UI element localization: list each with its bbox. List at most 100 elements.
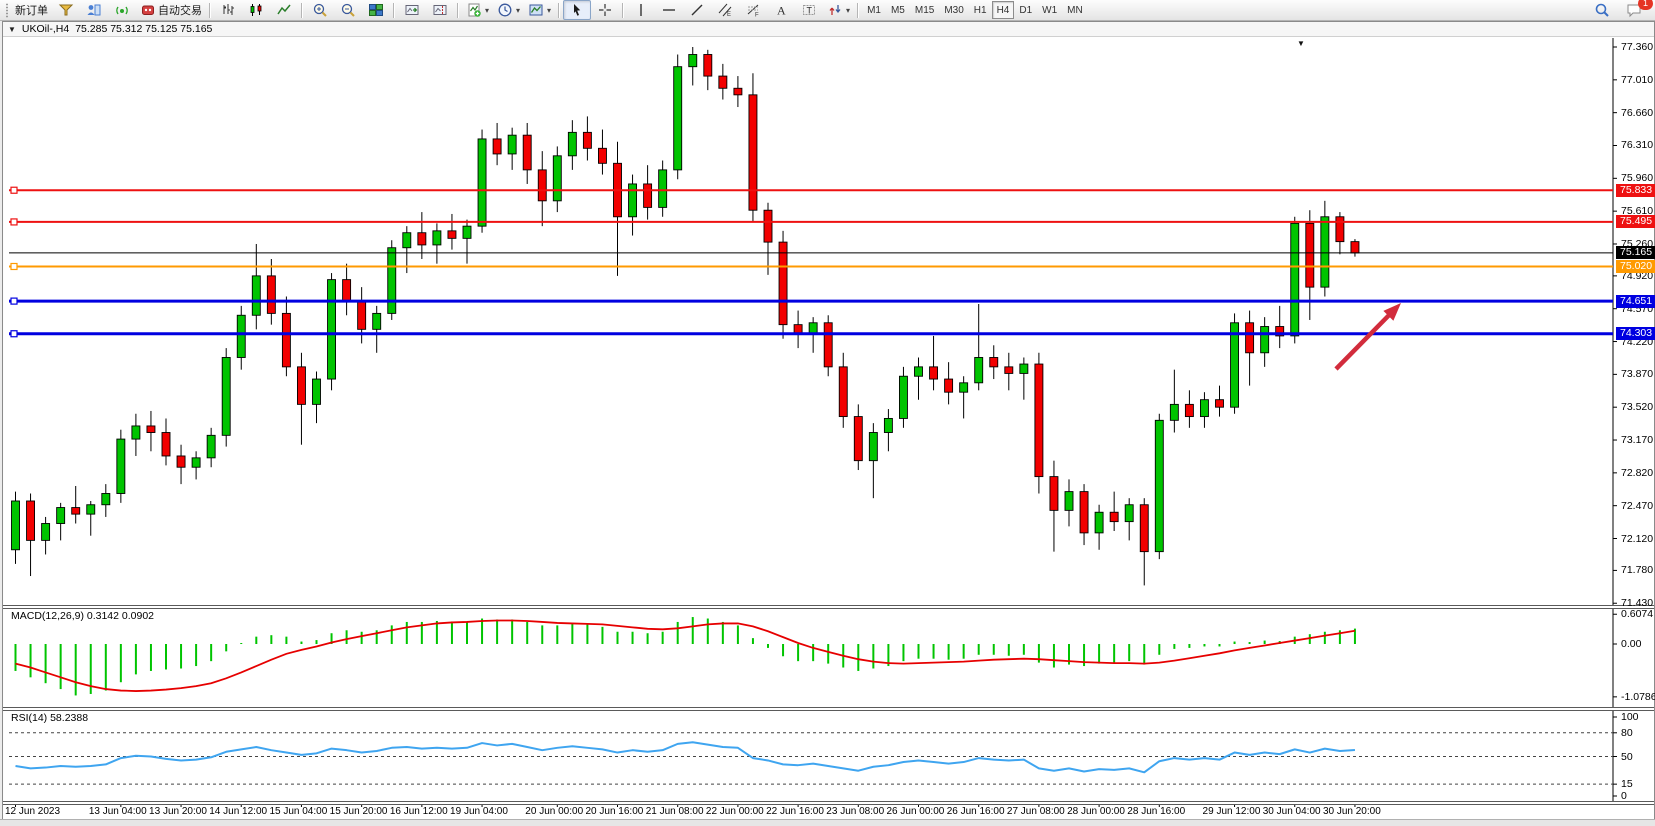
bar-chart-button[interactable]	[214, 0, 242, 20]
time-axis-label: 21 Jun 08:00	[645, 806, 704, 817]
vline-icon	[640, 4, 642, 16]
hline-anchor-handle[interactable]	[10, 218, 18, 226]
new-order-button[interactable]: 新订单	[11, 0, 52, 20]
chart-shift-button[interactable]	[426, 0, 454, 20]
hline-anchor-handle[interactable]	[10, 186, 18, 194]
zoom-in-button[interactable]	[306, 0, 334, 20]
price-tick-label: 71.430	[1621, 597, 1654, 610]
toolbar-separator	[622, 2, 625, 18]
price-tick-label: 71.780	[1621, 564, 1654, 577]
signals-button[interactable]	[108, 0, 136, 20]
tile-windows-button[interactable]	[362, 0, 390, 20]
hline-anchor-handle[interactable]	[10, 330, 18, 338]
price-tag-75.165: 75.165	[1616, 246, 1655, 260]
chart-title-bar: ▼ UKOil-,H4 75.285 75.312 75.125 75.165	[3, 22, 1654, 37]
crosshair-icon	[599, 4, 612, 16]
timeframe-button-m15[interactable]: M15	[914, 4, 935, 16]
macd-scale-label: 0.00	[1621, 638, 1642, 650]
hline-button[interactable]	[655, 0, 683, 20]
time-axis-label: 27 Jun 08:00	[1006, 806, 1065, 817]
pane-separator[interactable]	[3, 801, 1654, 805]
macd-scale-label: -1.0786	[1621, 690, 1655, 703]
candles-layer	[11, 47, 1360, 586]
price-tick-label: 73.170	[1621, 434, 1654, 447]
search-button[interactable]	[1588, 0, 1616, 20]
symbol-dropdown-icon[interactable]: ▼	[8, 24, 16, 34]
pane-separator[interactable]	[3, 605, 1654, 609]
price-tick-label: 73.870	[1621, 368, 1654, 381]
tile-icon	[369, 4, 383, 16]
price-tag-75.495: 75.495	[1616, 215, 1655, 229]
arrows-button[interactable]: ▾	[823, 0, 854, 20]
price-tick-label: 76.660	[1621, 106, 1654, 119]
timeframe-button-mn[interactable]: MN	[1067, 4, 1083, 16]
rsi-scale-label: 100	[1621, 711, 1639, 723]
search-icon	[1595, 3, 1609, 17]
toolbar-separator	[393, 2, 395, 18]
time-axis-label: 15 Jun 20:00	[329, 806, 388, 817]
autotrading-button[interactable]: 自动交易	[136, 0, 206, 20]
indicators-icon	[468, 3, 481, 17]
candles-icon	[250, 4, 262, 16]
labelT-icon: T	[803, 5, 816, 16]
toolbar-separator	[857, 2, 860, 18]
label-button[interactable]: T	[795, 0, 823, 20]
linechart-icon	[277, 4, 291, 15]
chartshift-icon	[433, 5, 447, 15]
timeframe-button-m30[interactable]: M30	[944, 4, 964, 16]
time-axis-label: 26 Jun 00:00	[886, 806, 945, 817]
template-icon	[529, 4, 543, 16]
auto-scroll-button[interactable]	[398, 0, 426, 20]
chart-canvas[interactable]	[3, 22, 1652, 817]
crosshair-button[interactable]	[591, 0, 619, 20]
toolbar-separator	[301, 2, 303, 18]
vline-button[interactable]	[627, 0, 655, 20]
timeframe-button-d1[interactable]: D1	[1019, 4, 1033, 16]
hline-anchor-handle[interactable]	[10, 297, 18, 305]
notifications-button[interactable]: 1	[1620, 0, 1653, 20]
price-tick-label: 75.960	[1621, 172, 1654, 185]
macd-scale-label: 0.6074	[1621, 608, 1654, 621]
time-axis-label: 30 Jun 04:00	[1262, 806, 1321, 817]
fibonacci-button[interactable]: F	[739, 0, 767, 20]
time-axis-label: 23 Jun 08:00	[826, 806, 885, 817]
price-tag-75.020: 75.020	[1616, 259, 1655, 273]
price-tick-label: 75.610	[1621, 205, 1654, 218]
text-button[interactable]: A	[767, 0, 795, 20]
indicators-button[interactable]: ▾	[462, 0, 493, 20]
price-tick-label: 77.360	[1621, 41, 1654, 53]
funnel-button[interactable]	[52, 0, 80, 20]
time-axis-label: 22 Jun 16:00	[766, 806, 824, 817]
line-chart-button[interactable]	[270, 0, 298, 20]
time-axis-label: 22 Jun 00:00	[705, 806, 764, 817]
timeframe-button-h1[interactable]: H1	[973, 4, 987, 16]
clock-icon	[498, 3, 512, 17]
timeframe-button-h4[interactable]: H4	[991, 1, 1015, 19]
annotation-arrow-head[interactable]	[1383, 303, 1401, 321]
price-tag-74.651: 74.651	[1616, 294, 1655, 308]
zoom-out-button[interactable]	[334, 0, 362, 20]
timeframe-button-m5[interactable]: M5	[890, 4, 905, 16]
hline-icon	[663, 9, 676, 11]
time-axis-label: 28 Jun 00:00	[1067, 806, 1125, 817]
templates-button[interactable]: ▾	[524, 0, 555, 20]
channel-button[interactable]: E	[711, 0, 739, 20]
timeframe-button-w1[interactable]: W1	[1042, 4, 1058, 16]
robot-icon	[142, 5, 154, 15]
trade-panel-button[interactable]	[80, 0, 108, 20]
dropdown-caret-icon: ▾	[485, 5, 490, 15]
timeframe-button-m1[interactable]: M1	[867, 4, 881, 16]
pane-separator[interactable]	[3, 707, 1654, 711]
candlestick-chart-button[interactable]	[242, 0, 270, 20]
time-axis-label: 29 Jun 12:00	[1202, 806, 1261, 817]
signal-icon	[116, 6, 128, 15]
hline-anchor-handle[interactable]	[10, 262, 18, 271]
rsi-line	[15, 741, 1356, 774]
annotation-arrow-shaft[interactable]	[1334, 311, 1393, 371]
dropdown-caret-icon: ▾	[516, 5, 521, 15]
periods-button[interactable]: ▾	[493, 0, 524, 20]
macd-signal-line	[15, 619, 1356, 692]
trendline-button[interactable]	[683, 0, 711, 20]
cursor-button[interactable]	[563, 0, 592, 20]
time-axis-label: 12 Jun 2023	[5, 806, 61, 817]
